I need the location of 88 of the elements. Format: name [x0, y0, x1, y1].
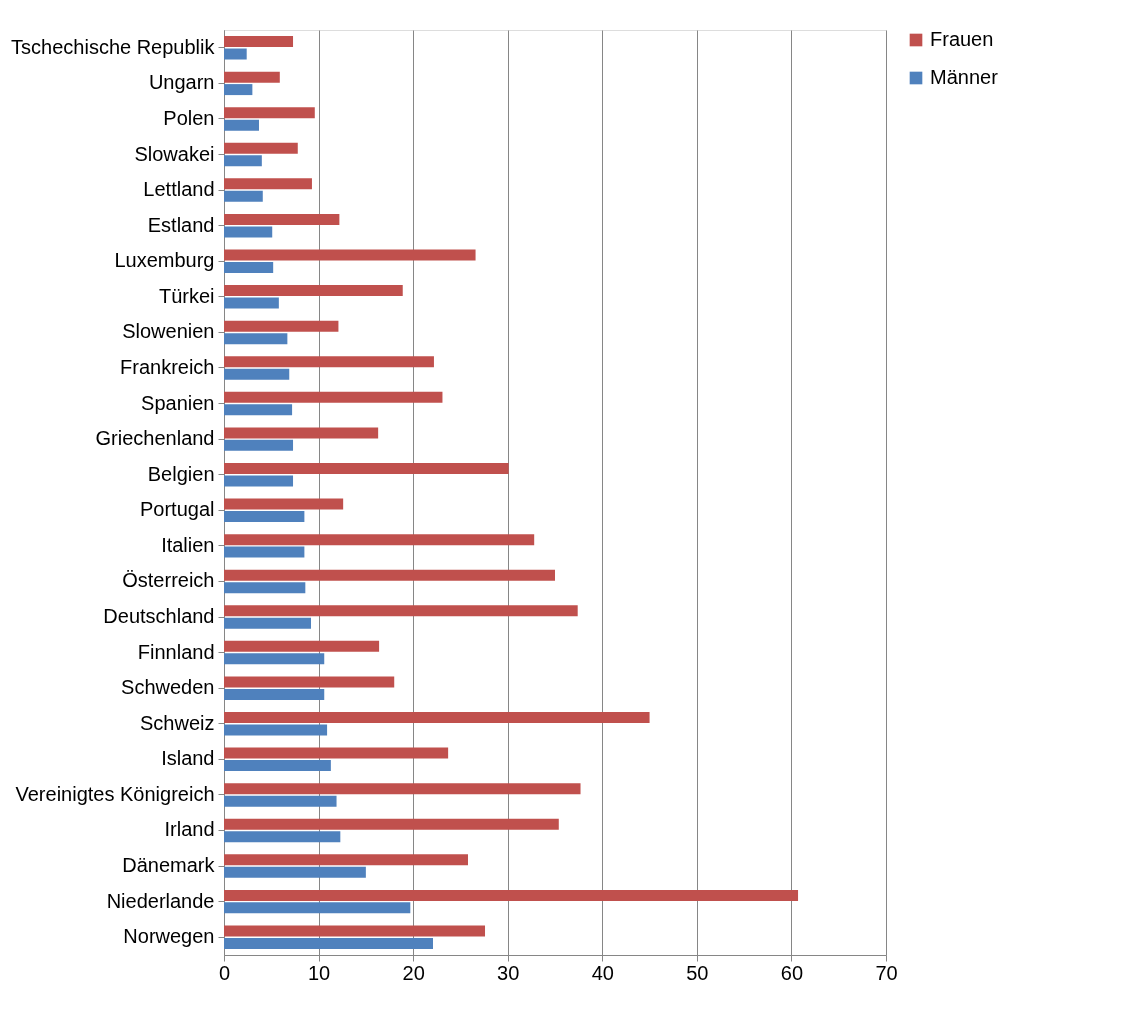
- y-tick-label: Estland: [147, 213, 215, 236]
- y-tick-label: Luxemburg: [114, 249, 215, 272]
- y-tick-label: Niederlande: [106, 889, 215, 912]
- bar: [224, 582, 306, 594]
- bar: [224, 605, 578, 617]
- x-tick-label: 10: [307, 961, 331, 984]
- legend-label: Frauen: [930, 28, 994, 50]
- bar: [224, 391, 443, 403]
- bar: [224, 48, 247, 60]
- y-tick-label: Deutschland: [103, 605, 215, 628]
- bar: [224, 712, 650, 724]
- bar: [224, 142, 298, 154]
- bar: [224, 439, 294, 451]
- bar: [224, 333, 288, 345]
- y-tick-label: Norwegen: [123, 925, 215, 948]
- bar: [224, 320, 339, 332]
- y-tick-label: Tschechische Republik: [11, 35, 216, 58]
- bar: [224, 724, 328, 736]
- bar: [224, 427, 379, 439]
- y-tick-label: Schweden: [121, 676, 215, 699]
- bar: [224, 107, 315, 119]
- bar: [224, 226, 273, 238]
- y-tick-label: Ungarn: [148, 71, 215, 94]
- bar: [224, 285, 403, 297]
- bar: [224, 617, 312, 629]
- bar: [224, 261, 274, 273]
- bar: [224, 831, 341, 843]
- x-tick-label: 20: [402, 961, 425, 984]
- y-tick-label: Finnland: [137, 640, 215, 663]
- bar: [224, 368, 290, 380]
- y-tick-label: Griechenland: [95, 427, 215, 450]
- y-tick-label: Spanien: [141, 391, 215, 414]
- legend-label: Männer: [930, 66, 999, 88]
- x-tick-label: 50: [686, 961, 709, 984]
- y-tick-label: Dänemark: [122, 854, 216, 877]
- bar: [224, 676, 395, 688]
- bar: [224, 178, 312, 190]
- bar: [224, 854, 468, 866]
- bar: [224, 818, 559, 830]
- bar: [224, 36, 294, 48]
- bar: [224, 688, 325, 700]
- y-tick-label: Belgien: [147, 462, 215, 485]
- bar: [224, 213, 340, 225]
- bar: [224, 71, 280, 83]
- bar: [224, 190, 263, 202]
- bar: [224, 249, 476, 261]
- bar: [224, 640, 380, 652]
- x-tick-label: 30: [497, 961, 520, 984]
- bar: [224, 475, 294, 487]
- bar: [224, 297, 279, 309]
- bar: [224, 404, 293, 416]
- x-tick-label: 0: [218, 961, 231, 984]
- y-tick-label: Polen: [163, 106, 215, 129]
- bar: [224, 747, 449, 759]
- bar: [224, 119, 259, 131]
- x-tick-label: 60: [780, 961, 804, 984]
- y-tick-label: Italien: [161, 533, 215, 556]
- bar: [224, 356, 434, 368]
- y-tick-label: Vereinigtes Königreich: [15, 782, 215, 805]
- bar: [224, 937, 433, 949]
- y-tick-label: Lettland: [143, 178, 215, 201]
- x-tick-label: 40: [591, 961, 614, 984]
- y-tick-label: Portugal: [140, 498, 215, 521]
- bar: [224, 155, 262, 167]
- bar: [224, 462, 509, 474]
- bar: [224, 534, 535, 546]
- y-tick-label: Frankreich: [120, 355, 215, 378]
- bar: [224, 84, 253, 96]
- y-tick-label: Irland: [164, 818, 215, 841]
- bar: [224, 795, 337, 807]
- bar: [224, 783, 581, 795]
- bar: [224, 569, 555, 581]
- bar: [224, 902, 411, 914]
- bar: [224, 498, 344, 510]
- bar: [224, 925, 486, 937]
- x-tick-label: 70: [875, 961, 898, 984]
- y-tick-label: Schweiz: [140, 711, 215, 734]
- bar: [224, 866, 366, 878]
- y-tick-label: Slowenien: [122, 320, 215, 343]
- bar: [224, 889, 799, 901]
- bar: [224, 760, 331, 772]
- bar: [224, 511, 305, 523]
- bar: [224, 546, 305, 558]
- y-tick-label: Slowakei: [134, 142, 215, 165]
- y-tick-label: Island: [161, 747, 215, 770]
- y-tick-label: Türkei: [158, 284, 215, 307]
- y-tick-label: Österreich: [122, 569, 215, 592]
- bar: [224, 653, 325, 665]
